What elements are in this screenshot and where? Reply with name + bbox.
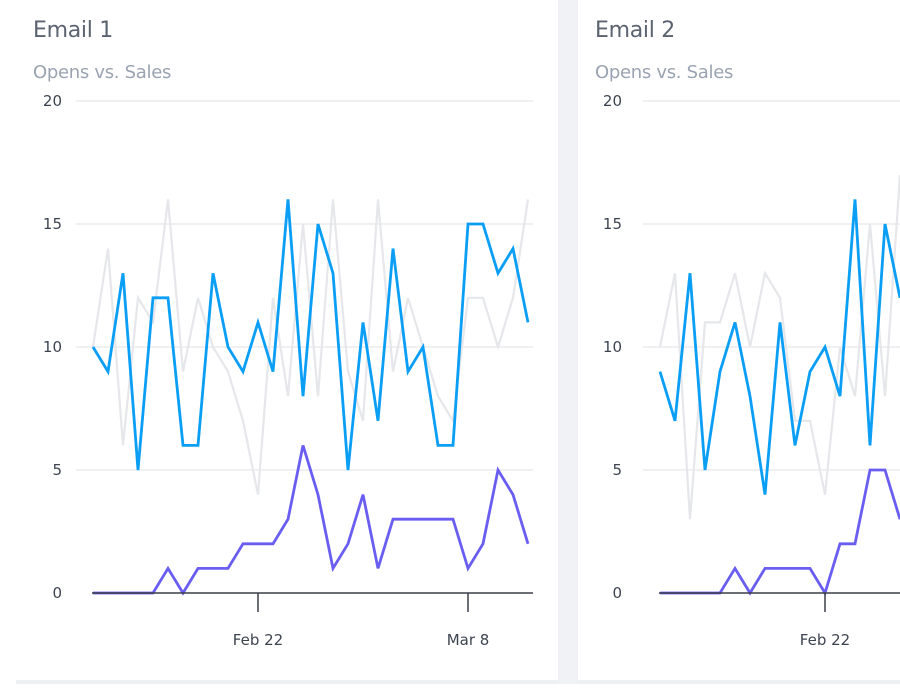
chart-title: Email 2 [595,18,675,43]
chart-title: Email 1 [33,18,113,43]
series-line-sales [93,444,530,596]
y-tick-label: 0 [52,584,62,602]
chart-card-email-2: Email 2 Opens vs. Sales 0 5 10 15 20 Feb 22 [578,0,900,680]
y-tick-label: 0 [612,584,622,602]
line-chart-email-2: 0 5 10 15 20 Feb 22 [603,92,900,649]
line-chart-email-1: 0 5 10 15 20 Feb 22 Mar 8 [43,92,533,649]
y-tick-label: 10 [603,338,622,356]
y-tick-label: 5 [612,461,622,479]
series-line-sales [660,468,900,597]
y-tick-label: 20 [603,92,622,110]
series-line-opens [658,199,900,495]
bottom-divider [16,680,900,684]
y-tick-label: 5 [52,461,62,479]
y-tick-label: 15 [603,215,622,233]
x-tick-label: Mar 8 [447,631,490,649]
chart-subtitle: Opens vs. Sales [595,62,734,83]
y-tick-label: 10 [43,338,62,356]
card-gap [558,0,578,684]
chart-subtitle: Opens vs. Sales [33,62,172,83]
x-tick-label: Feb 22 [233,631,283,649]
x-tick-label: Feb 22 [800,631,850,649]
y-tick-label: 15 [43,215,62,233]
chart-card-email-1: Email 1 Opens vs. Sales 0 5 10 15 20 Feb 22 Ma… [33,18,533,649]
y-tick-label: 20 [43,92,62,110]
series-line-opens [91,199,530,471]
